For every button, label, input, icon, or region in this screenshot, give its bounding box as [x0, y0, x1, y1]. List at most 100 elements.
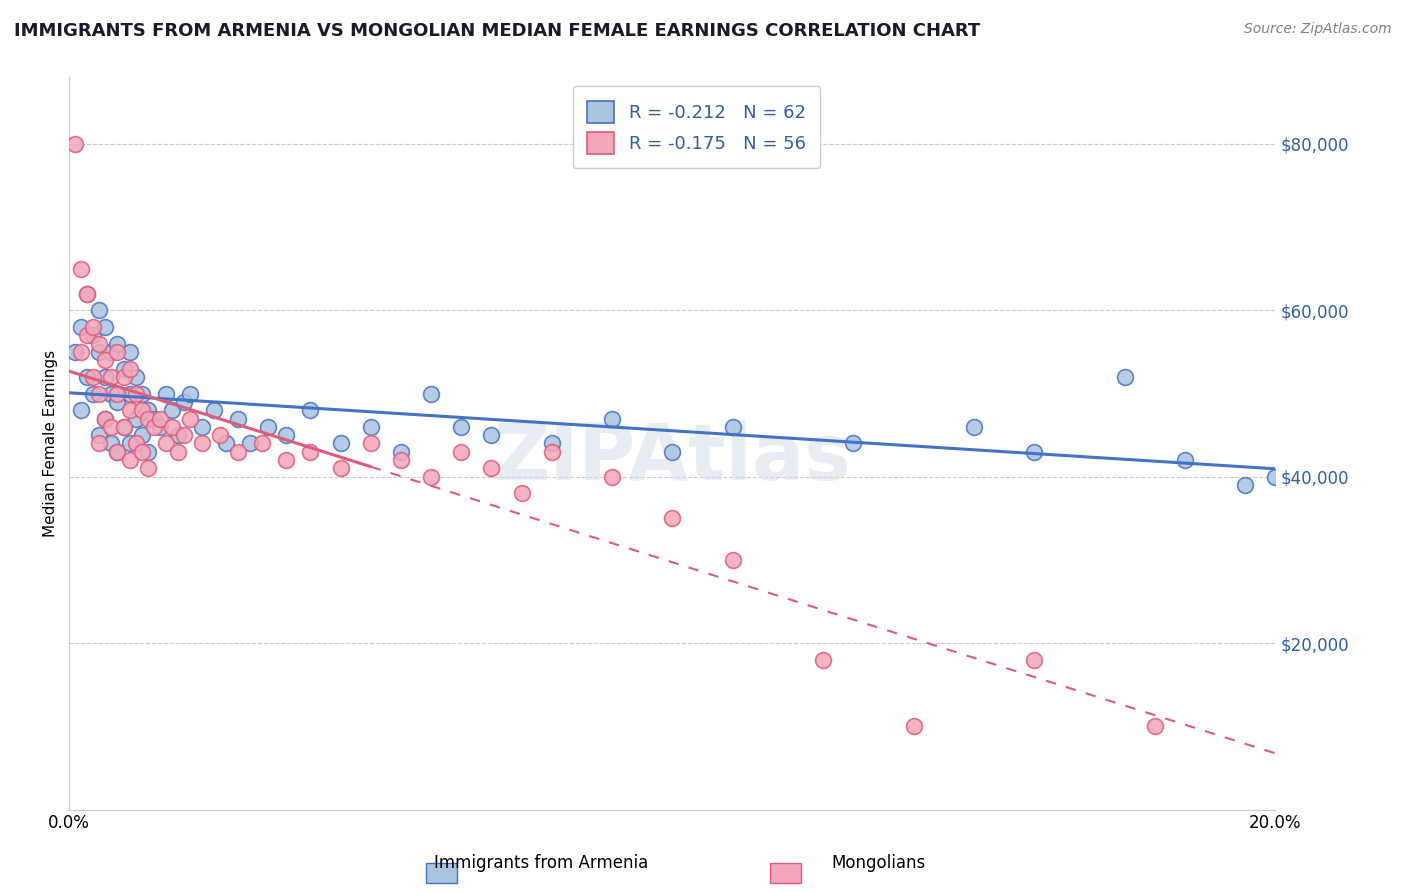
Point	[131, 445, 153, 459]
Point	[226, 411, 249, 425]
Point	[1114, 370, 1136, 384]
Point	[112, 370, 135, 384]
Point	[329, 461, 352, 475]
Point	[721, 420, 744, 434]
Point	[540, 445, 562, 459]
Point	[94, 353, 117, 368]
Point	[173, 395, 195, 409]
Point	[124, 436, 146, 450]
Point	[107, 336, 129, 351]
Point	[100, 345, 122, 359]
Point	[479, 428, 502, 442]
Point	[360, 420, 382, 434]
Point	[107, 395, 129, 409]
Point	[842, 436, 865, 450]
Point	[94, 411, 117, 425]
Point	[107, 445, 129, 459]
Point	[329, 436, 352, 450]
Point	[118, 345, 141, 359]
Point	[166, 428, 188, 442]
Point	[155, 386, 177, 401]
Point	[131, 386, 153, 401]
Point	[76, 370, 98, 384]
Point	[70, 320, 93, 334]
Point	[276, 453, 298, 467]
Point	[239, 436, 262, 450]
Point	[1024, 653, 1046, 667]
Point	[360, 436, 382, 450]
Point	[100, 420, 122, 434]
Point	[479, 461, 502, 475]
Point	[202, 403, 225, 417]
Point	[82, 328, 104, 343]
Point	[179, 386, 201, 401]
Point	[420, 386, 443, 401]
Point	[963, 420, 986, 434]
Point	[107, 386, 129, 401]
Text: Source: ZipAtlas.com: Source: ZipAtlas.com	[1244, 22, 1392, 37]
Text: Mongolians: Mongolians	[831, 855, 927, 872]
Point	[107, 445, 129, 459]
Point	[661, 445, 683, 459]
Point	[70, 345, 93, 359]
Point	[1024, 445, 1046, 459]
Y-axis label: Median Female Earnings: Median Female Earnings	[44, 350, 58, 537]
Point	[89, 345, 111, 359]
Point	[112, 361, 135, 376]
Point	[65, 136, 87, 151]
Point	[191, 420, 214, 434]
Point	[89, 303, 111, 318]
Point	[250, 436, 273, 450]
Point	[450, 445, 472, 459]
Point	[811, 653, 834, 667]
Point	[299, 403, 322, 417]
Point	[89, 386, 111, 401]
Point	[82, 386, 104, 401]
Legend: R = -0.212   N = 62, R = -0.175   N = 56: R = -0.212 N = 62, R = -0.175 N = 56	[572, 87, 820, 169]
Point	[94, 370, 117, 384]
Point	[118, 453, 141, 467]
Point	[118, 386, 141, 401]
Point	[299, 445, 322, 459]
Point	[450, 420, 472, 434]
Point	[124, 411, 146, 425]
Point	[173, 428, 195, 442]
Point	[136, 445, 159, 459]
Point	[112, 420, 135, 434]
Point	[136, 461, 159, 475]
Point	[118, 361, 141, 376]
Point	[136, 411, 159, 425]
Point	[100, 386, 122, 401]
Point	[276, 428, 298, 442]
Point	[389, 445, 412, 459]
Point	[420, 469, 443, 483]
Point	[1143, 719, 1166, 733]
Point	[107, 345, 129, 359]
Point	[82, 370, 104, 384]
Point	[76, 328, 98, 343]
Point	[903, 719, 925, 733]
Point	[149, 411, 172, 425]
Point	[155, 436, 177, 450]
Point	[160, 403, 183, 417]
Point	[160, 420, 183, 434]
Point	[94, 411, 117, 425]
Point	[131, 428, 153, 442]
Point	[226, 445, 249, 459]
Point	[76, 286, 98, 301]
Point	[100, 436, 122, 450]
Point	[510, 486, 533, 500]
Point	[149, 420, 172, 434]
Point	[65, 345, 87, 359]
Point	[142, 420, 165, 434]
Point	[124, 370, 146, 384]
Point	[540, 436, 562, 450]
Text: ZIPAtlas: ZIPAtlas	[494, 420, 851, 496]
Point	[94, 320, 117, 334]
Point	[70, 261, 93, 276]
Point	[89, 336, 111, 351]
Point	[131, 403, 153, 417]
Point	[179, 411, 201, 425]
Point	[112, 420, 135, 434]
Point	[208, 428, 231, 442]
